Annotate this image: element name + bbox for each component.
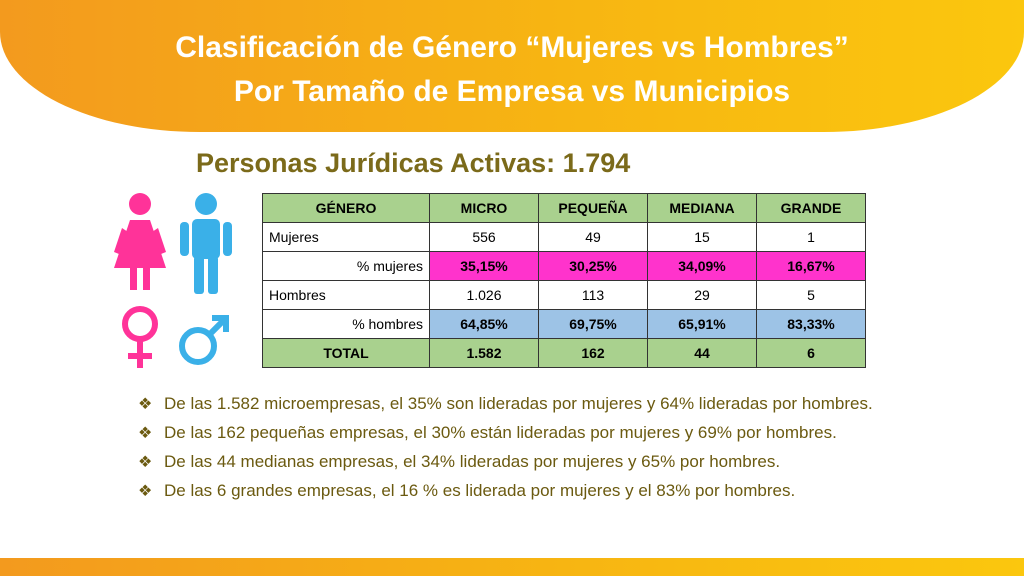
table-row-pct-hombres: % hombres 64,85% 69,75% 65,91% 83,33% — [262, 309, 866, 339]
cell-value: 1 — [756, 222, 866, 252]
cell-value: 29 — [647, 280, 757, 310]
table-row-total: TOTAL 1.582 162 44 6 — [262, 338, 866, 368]
venus-symbol-icon — [122, 306, 158, 368]
bullet-text: De las 44 medianas empresas, el 34% lide… — [164, 452, 781, 471]
table-row-hombres: Hombres 1.026 113 29 5 — [262, 280, 866, 310]
row-label: Mujeres — [262, 222, 430, 252]
findings-list: ❖ De las 1.582 microempresas, el 35% son … — [138, 392, 873, 508]
gender-size-table: GÉNERO MICRO PEQUEÑA MEDIANA GRANDE Muje… — [262, 193, 866, 368]
cell-value: 113 — [538, 280, 648, 310]
cell-value: 162 — [538, 338, 648, 368]
list-item: ❖ De las 162 pequeñas empresas, el 30% es… — [138, 421, 873, 450]
bullet-text: De las 6 grandes empresas, el 16 % es li… — [164, 481, 796, 500]
diamond-bullet-icon: ❖ — [138, 454, 153, 471]
mars-symbol-icon — [179, 315, 229, 365]
female-figure-icon — [114, 193, 166, 290]
title-line-2: Por Tamaño de Empresa vs Municipios — [233, 75, 791, 108]
diamond-bullet-icon: ❖ — [138, 483, 153, 500]
bullet-text: De las 1.582 microempresas, el 35% son l… — [164, 394, 873, 413]
cell-value: 6 — [756, 338, 866, 368]
diamond-bullet-icon: ❖ — [138, 425, 153, 442]
bullet-text: De las 162 pequeñas empresas, el 30% est… — [164, 423, 837, 442]
page-title: Clasificación de Género “Mujeres vs Homb… — [0, 26, 1024, 114]
footer-bar — [0, 558, 1024, 576]
cell-value: 83,33% — [756, 309, 866, 339]
cell-value: 49 — [538, 222, 648, 252]
cell-value: 34,09% — [647, 251, 757, 281]
cell-value: 5 — [756, 280, 866, 310]
title-banner — [0, 0, 1024, 132]
header-pequena: PEQUEÑA — [538, 193, 648, 223]
table-row-mujeres: Mujeres 556 49 15 1 — [262, 222, 866, 252]
row-label: Hombres — [262, 280, 430, 310]
title-line-1: Clasificación de Género “Mujeres vs Homb… — [175, 31, 849, 64]
header-mediana: MEDIANA — [647, 193, 757, 223]
cell-value: 69,75% — [538, 309, 648, 339]
cell-value: 30,25% — [538, 251, 648, 281]
gender-icons — [108, 188, 238, 378]
cell-value: 64,85% — [429, 309, 539, 339]
cell-value: 65,91% — [647, 309, 757, 339]
cell-value: 16,67% — [756, 251, 866, 281]
diamond-bullet-icon: ❖ — [138, 396, 153, 413]
list-item: ❖ De las 44 medianas empresas, el 34% lid… — [138, 450, 873, 479]
table-row-pct-mujeres: % mujeres 35,15% 30,25% 34,09% 16,67% — [262, 251, 866, 281]
header-grande: GRANDE — [756, 193, 866, 223]
cell-value: 556 — [429, 222, 539, 252]
cell-value: 35,15% — [429, 251, 539, 281]
cell-value: 44 — [647, 338, 757, 368]
list-item: ❖ De las 6 grandes empresas, el 16 % es l… — [138, 479, 873, 508]
row-label: % hombres — [262, 309, 430, 339]
cell-value: 15 — [647, 222, 757, 252]
cell-value: 1.582 — [429, 338, 539, 368]
row-label: TOTAL — [262, 338, 430, 368]
table-header-row: GÉNERO MICRO PEQUEÑA MEDIANA GRANDE — [262, 193, 866, 223]
header-micro: MICRO — [429, 193, 539, 223]
header-genero: GÉNERO — [262, 193, 430, 223]
row-label: % mujeres — [262, 251, 430, 281]
male-figure-icon — [180, 193, 232, 294]
subtitle: Personas Jurídicas Activas: 1.794 — [196, 148, 631, 178]
list-item: ❖ De las 1.582 microempresas, el 35% son … — [138, 392, 873, 421]
cell-value: 1.026 — [429, 280, 539, 310]
